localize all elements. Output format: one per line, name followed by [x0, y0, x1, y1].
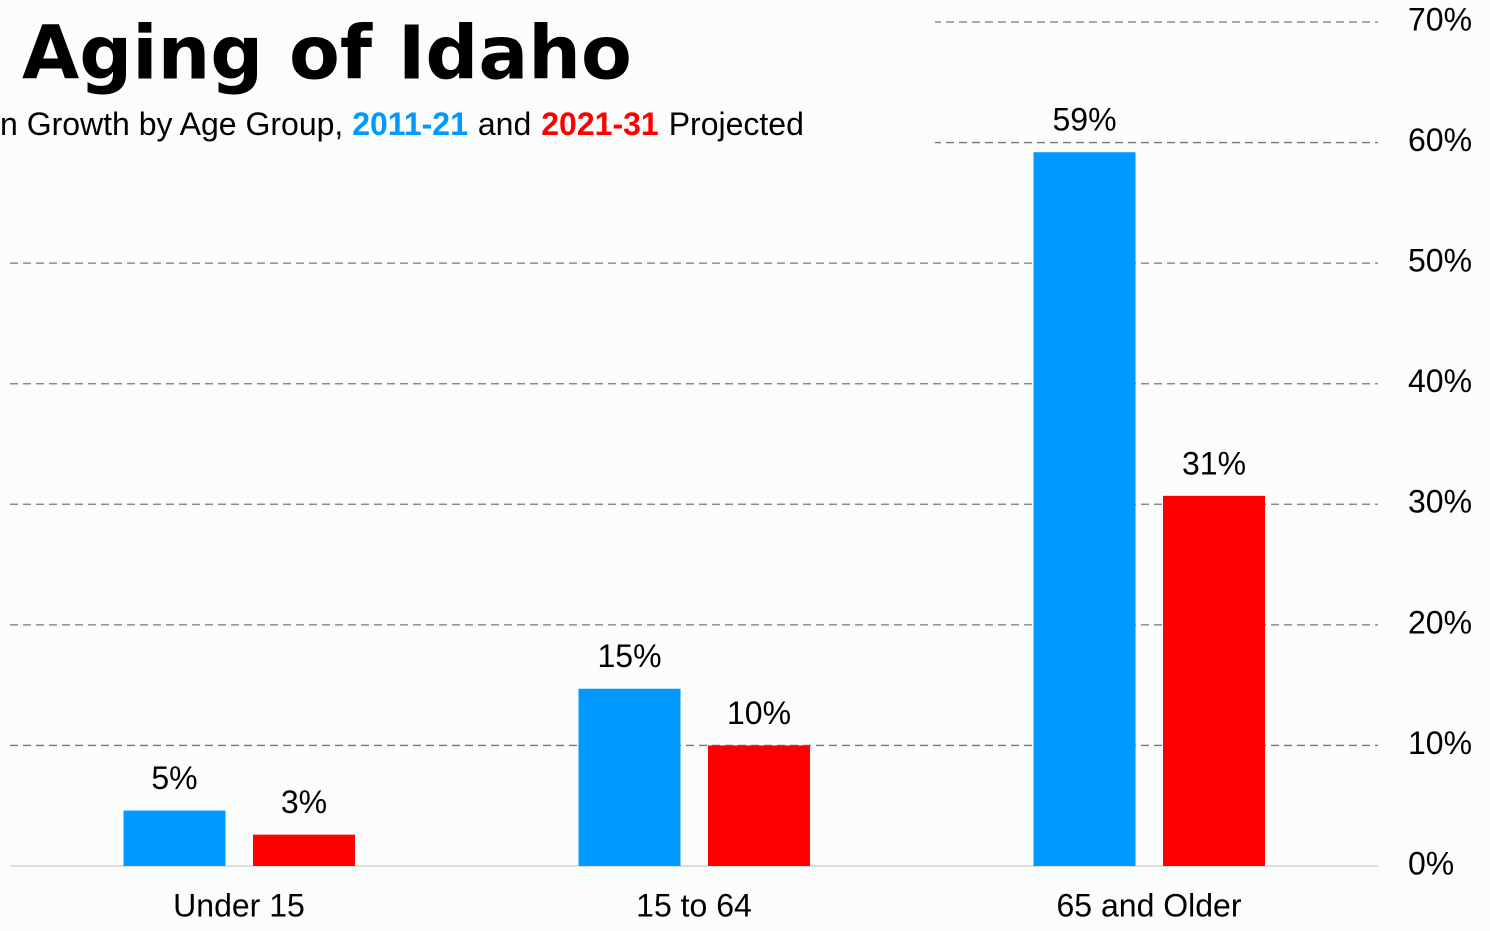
y-tick-label: 20% [1408, 604, 1472, 640]
legend-entry: 2011-21 [352, 106, 468, 142]
data-label: 5% [151, 760, 197, 796]
bar [123, 810, 226, 866]
bar [578, 688, 681, 866]
subtitle: n Growth by Age Group, 2011-21 and 2021-31… [0, 106, 804, 142]
y-tick-label: 30% [1408, 484, 1472, 520]
bar [253, 834, 355, 866]
y-tick-label: 50% [1408, 243, 1472, 279]
subtitle-text: n Growth by Age Group, [0, 106, 352, 142]
data-label: 31% [1182, 445, 1246, 481]
y-tick-label: 60% [1408, 122, 1472, 158]
x-tick-label: 15 to 64 [636, 887, 752, 923]
data-label: 59% [1052, 102, 1116, 138]
chart-title: Aging of Idaho [22, 11, 632, 97]
data-label: 10% [727, 695, 791, 731]
bar [1033, 152, 1136, 866]
x-tick-label: 65 and Older [1056, 887, 1241, 923]
subtitle-text: Projected [669, 106, 804, 142]
y-tick-label: 0% [1408, 845, 1454, 881]
bar [708, 745, 810, 866]
title-backdrop [0, 0, 935, 160]
bar [1163, 495, 1265, 866]
y-tick-label: 10% [1408, 725, 1472, 761]
subtitle-text: and [478, 106, 531, 142]
y-tick-label: 40% [1408, 363, 1472, 399]
data-label: 15% [597, 638, 661, 674]
data-label: 3% [281, 784, 327, 820]
legend-entry: 2021-31 [541, 106, 658, 142]
y-tick-label: 70% [1408, 1, 1472, 37]
x-tick-label: Under 15 [173, 887, 305, 923]
